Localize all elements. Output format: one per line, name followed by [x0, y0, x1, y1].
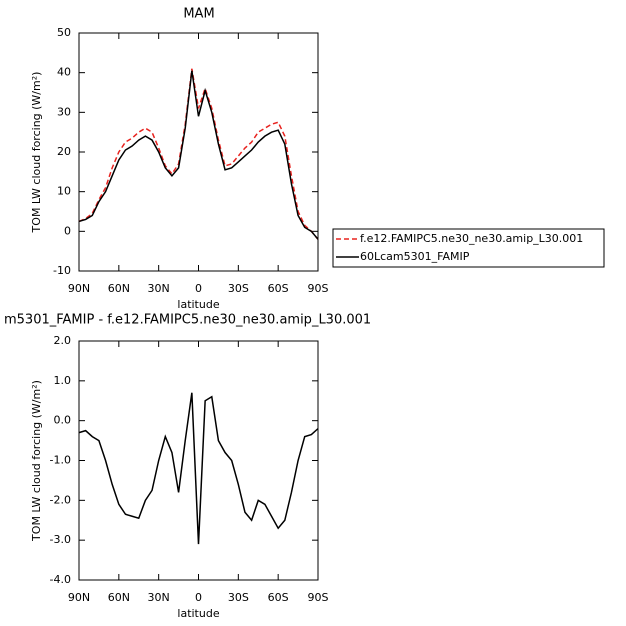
y-tick-label: 10 [57, 185, 71, 198]
chart-title: MAM [183, 7, 214, 22]
y-tick-label: 30 [57, 105, 71, 118]
x-axis-label: latitude [177, 607, 219, 620]
x-tick-label: 90S [308, 591, 329, 604]
x-tick-label: 30N [148, 591, 170, 604]
x-tick-label: 60N [108, 591, 130, 604]
y-tick-label: 20 [57, 145, 71, 158]
x-tick-label: 30S [228, 591, 249, 604]
x-tick-label: 30N [148, 282, 170, 295]
y-axis-label: TOM LW cloud forcing (W/m²) [30, 380, 43, 542]
x-tick-label: 90N [68, 591, 90, 604]
legend-box [332, 228, 605, 268]
series-line [78, 392, 319, 545]
y-tick-label: 40 [57, 66, 71, 79]
plot-frame [78, 32, 319, 272]
x-axis-label: latitude [177, 298, 219, 311]
x-tick-label: 60N [108, 282, 130, 295]
series-line [78, 68, 319, 240]
y-tick-label: 2.0 [54, 334, 72, 347]
x-tick-label: 0 [195, 282, 202, 295]
x-tick-label: 90S [308, 282, 329, 295]
x-tick-label: 60S [268, 591, 289, 604]
x-tick-label: 0 [195, 591, 202, 604]
y-tick-label: 50 [57, 26, 71, 39]
plot-frame [78, 340, 319, 581]
y-tick-label: 0.0 [54, 414, 72, 427]
legend-label: f.e12.FAMIPC5.ne30_ne30.amip_L30.001 [360, 232, 583, 245]
y-tick-label: -2.0 [50, 493, 71, 506]
series-line [78, 70, 319, 240]
y-tick-label: -1.0 [50, 454, 71, 467]
y-tick-label: -10 [53, 264, 71, 277]
x-tick-label: 90N [68, 282, 90, 295]
y-tick-label: -4.0 [50, 573, 71, 586]
y-tick-label: -3.0 [50, 533, 71, 546]
chart-title: m5301_FAMIP - f.e12.FAMIPC5.ne30_ne30.am… [4, 313, 371, 328]
legend-label: 60Lcam5301_FAMIP [360, 250, 470, 263]
x-tick-label: 30S [228, 282, 249, 295]
y-axis-label: TOM LW cloud forcing (W/m²) [30, 72, 43, 234]
y-tick-label: 1.0 [54, 374, 72, 387]
y-tick-label: 0 [64, 224, 71, 237]
x-tick-label: 60S [268, 282, 289, 295]
